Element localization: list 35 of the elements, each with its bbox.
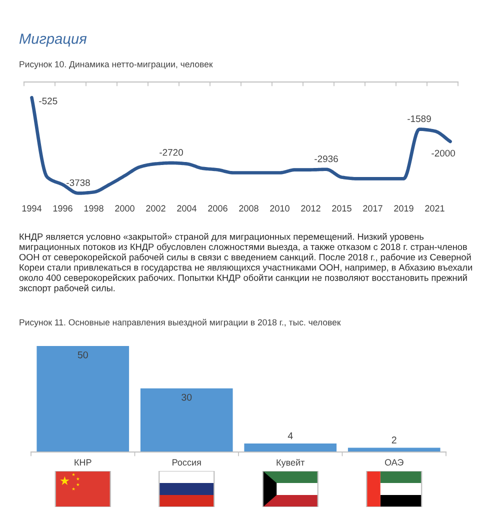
x-tick-label: 2004 [177,205,197,212]
x-tick-label: 2019 [394,205,414,212]
data-label: -2720 [160,149,183,156]
bar [36,346,130,452]
data-label: -525 [39,98,58,104]
x-tick-label: 1994 [22,205,42,212]
data-label: -2936 [314,155,338,162]
x-tick-label: ОАЭ [384,459,404,466]
x-tick-label: Кувейт [276,458,305,468]
x-tick-label: 2015 [332,205,352,212]
x-tick-label: 2000 [115,205,134,212]
chart-title: Рисунок 11. Основные направления выездной миграции в 2018 г., тыс. человек [20,318,341,328]
x-tick-label: 2017 [363,205,382,212]
text: КНДР является условно «закрытой» страной для миграционных перемещений. Низкий уровень миграционных потоков из КНДР обусловлен сложностями выезда, а также отказом с 2018 г. стран-членов ООН от северокорейской рабочей силы в связи с введением санкций. После 2018 г., рабочие из Северной Кореи стали привлекаться в государства не являющихся участниками ООН, например, в Абхазию въехали около 400 северокорейских рабочих. Попытки КНДР обойти санкции не позволяют восстановить прежний экспорт рабочей силы. [19,233,472,294]
chart-title: Миграция [19,34,87,47]
chart-subtitle: Рисунок 10. Динамика нетто-миграции, человек [20,61,213,70]
x-tick-label: 2021 [425,205,444,212]
data-label: 30 [182,394,192,401]
data-label: 2 [392,436,396,444]
bar [244,444,337,452]
data-label: 50 [78,351,88,358]
data-label: -2000 [432,150,456,157]
x-tick-label: 2010 [270,205,290,212]
x-tick-label: Россия [172,459,201,466]
x-tick-label: 1996 [53,205,72,212]
x-tick-label: КНР [74,459,92,466]
x-tick-label: 2012 [301,205,320,212]
x-tick-label: 2006 [208,205,228,212]
x-tick-label: 1998 [84,205,104,212]
bar [140,388,233,452]
data-label: -3738 [66,179,90,186]
data-label: 4 [288,432,293,440]
x-tick-label: 2002 [146,205,166,212]
x-tick-label: 2008 [239,205,258,212]
data-label: -1589 [408,115,431,122]
